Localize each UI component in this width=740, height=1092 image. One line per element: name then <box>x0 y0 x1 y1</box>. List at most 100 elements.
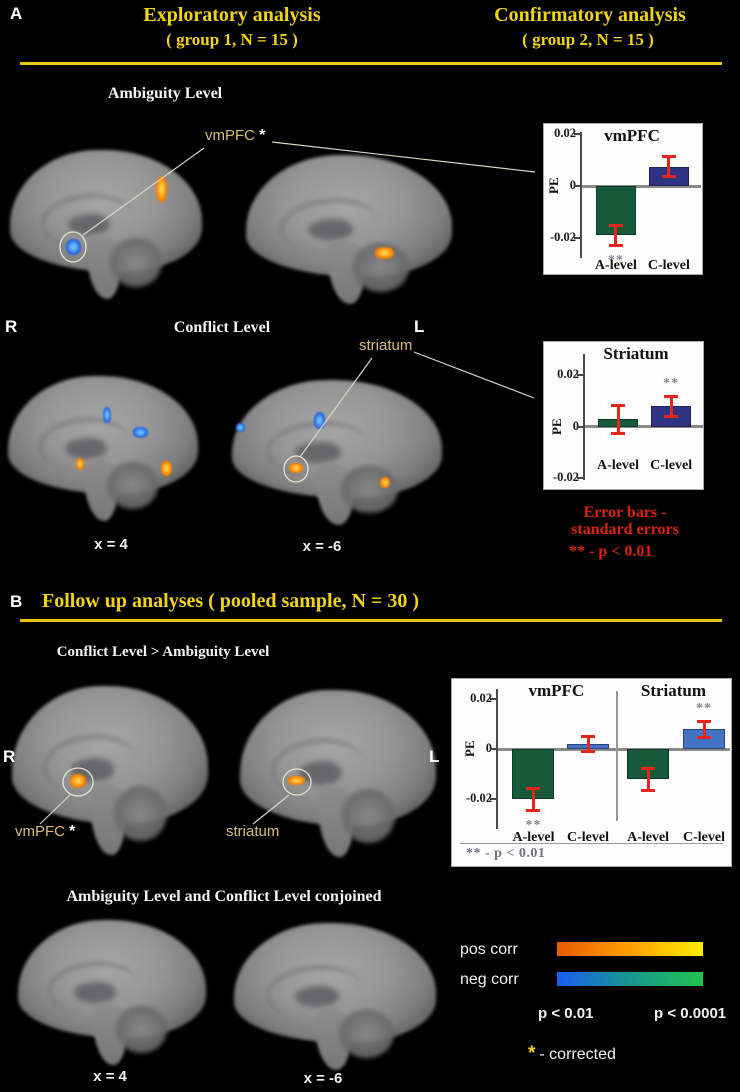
ytm <box>577 425 583 428</box>
activation-blob-positive <box>76 458 84 470</box>
slice-coordinate-b2: x = -6 <box>303 1070 343 1087</box>
vmpfc-annotation-text: vmPFC <box>205 127 255 144</box>
ctitle: Striatum <box>640 681 707 700</box>
bar-chart-striatum: A-level ** C-level 0.02 0 -0.02 Striatum PE <box>543 341 704 490</box>
activation-blob-positive <box>380 477 390 488</box>
slice-coordinate-a1: x = 4 <box>94 536 128 553</box>
panel-a-divider <box>20 62 722 65</box>
cnote: ** - p < 0.01 <box>466 846 546 861</box>
ecap <box>608 244 623 248</box>
zline <box>585 425 703 429</box>
brain-slice-ambiguity-x-6 <box>246 155 452 307</box>
conflict-level-title: Conflict Level <box>173 319 271 336</box>
brain-slice-contrast-x4 <box>12 686 208 858</box>
activation-blob-negative <box>236 423 245 432</box>
marker-left-hemisphere-a: L <box>414 317 425 336</box>
activation-blob-positive <box>161 461 172 476</box>
error-note-line3: ** - p < 0.01 <box>569 543 653 560</box>
ytick: 0.02 <box>557 367 579 382</box>
zline <box>582 184 701 188</box>
xlab: C-level <box>647 258 690 273</box>
conjunction-title: Ambiguity Level and Conflict Level conjo… <box>66 888 382 905</box>
brain-ventricle <box>65 438 107 459</box>
ecap <box>661 175 676 179</box>
ctitle: Striatum <box>603 344 669 363</box>
brain-slice-conflict-x4 <box>8 376 198 524</box>
ecap <box>641 788 656 792</box>
ytick: 0.02 <box>554 126 576 141</box>
ebar <box>646 766 650 792</box>
activation-blob-negative <box>66 239 81 255</box>
corrected-text: - corrected <box>539 1046 616 1063</box>
ecap <box>526 808 541 812</box>
ecap <box>664 394 679 398</box>
ecap <box>608 223 623 227</box>
ytick: -0.02 <box>549 229 576 244</box>
ytm <box>490 798 496 800</box>
activation-blob-negative <box>103 407 111 423</box>
brain-ventricle <box>67 213 110 236</box>
brain-ventricle <box>298 761 342 786</box>
brain-cerebellum <box>339 1010 394 1058</box>
sig: ** <box>607 253 624 269</box>
brain-cerebellum <box>341 465 398 514</box>
brain-ventricle <box>294 986 340 1007</box>
ytm <box>574 236 580 239</box>
ecap <box>611 431 626 435</box>
ambiguity-level-title: Ambiguity Level <box>107 85 223 102</box>
ecap <box>526 786 541 790</box>
ebar <box>702 719 706 739</box>
corrected-asterisk: * <box>259 127 266 144</box>
ecap <box>697 735 712 739</box>
brain-cerebellum <box>341 788 395 843</box>
panel-a-label: A <box>10 4 23 23</box>
pe: PE <box>546 177 561 195</box>
vmpfc-annotation-a: vmPFC * <box>205 127 265 145</box>
ecap <box>581 735 596 739</box>
ecap <box>641 766 656 770</box>
ytick: 0 <box>572 418 579 433</box>
noteline <box>460 843 723 844</box>
ecap <box>611 403 626 407</box>
brain-slice-conflict-x-6 <box>232 380 442 528</box>
xlab: C-level <box>567 830 609 846</box>
xlab: C-level <box>683 830 725 846</box>
activation-blob-positive <box>156 176 167 202</box>
ytick: 0 <box>569 178 576 193</box>
exploratory-title: Exploratory analysis <box>143 4 321 26</box>
brain-ventricle <box>295 442 342 463</box>
ytm <box>577 477 583 480</box>
panel-b-label: B <box>10 592 23 611</box>
pe: PE <box>462 740 477 758</box>
bar-chart-vmpfc: ** A-level C-level 0.02 0 -0.02 vmPFC PE <box>543 123 703 275</box>
slice-coordinate-b1: x = 4 <box>93 1068 127 1085</box>
ebar <box>531 786 535 812</box>
brain-cerebellum <box>115 1005 167 1054</box>
striatum-annotation-a: striatum <box>359 337 413 354</box>
slice-coordinate-a2: x = -6 <box>302 538 342 555</box>
negative-colorbar <box>557 972 703 986</box>
activation-blob-negative <box>314 412 325 429</box>
brain-ventricle <box>307 218 354 241</box>
divider <box>615 691 618 821</box>
chart-plot-area: ** A-level C-level <box>580 132 701 273</box>
neg-corr-label: neg corr <box>460 971 519 988</box>
zline <box>498 747 730 751</box>
xlab: A-level <box>597 457 640 473</box>
brain-slice-conjoined-x4 <box>18 920 206 1068</box>
p-threshold-left: p < 0.01 <box>538 1005 594 1022</box>
brain-ventricle <box>74 982 116 1003</box>
ytm <box>577 374 583 377</box>
contrast-title: Conflict Level > Ambiguity Level <box>56 644 270 660</box>
xlab: A-level <box>594 258 637 273</box>
ecap <box>661 154 676 158</box>
corrected-note: * - corrected <box>528 1043 616 1065</box>
ecap <box>581 749 596 753</box>
xlab: A-level <box>512 830 555 846</box>
ytm <box>490 748 496 750</box>
ytick: -0.02 <box>465 791 492 805</box>
positive-colorbar <box>557 942 703 956</box>
bar-chart-pooled: ** A-level C-level A-level ** C-level 0.02 0 -0… <box>451 678 732 867</box>
ecap <box>697 719 712 723</box>
